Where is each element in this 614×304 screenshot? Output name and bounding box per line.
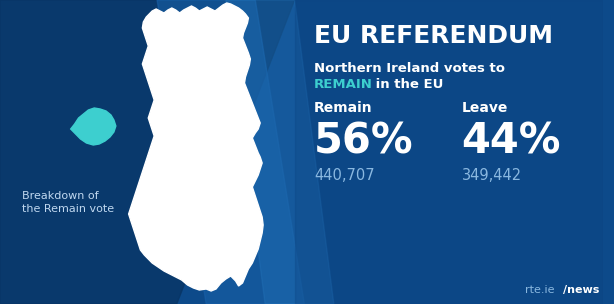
Text: 44%: 44% — [462, 121, 561, 163]
Text: in the EU: in the EU — [371, 78, 443, 91]
Text: 56%: 56% — [314, 121, 414, 163]
Text: EU REFERENDUM: EU REFERENDUM — [314, 24, 553, 48]
Polygon shape — [128, 3, 263, 291]
Text: REMAIN: REMAIN — [314, 78, 373, 91]
Text: Remain: Remain — [314, 101, 373, 115]
Text: Northern Ireland votes to: Northern Ireland votes to — [314, 61, 505, 74]
Text: 349,442: 349,442 — [462, 168, 521, 184]
Bar — [295, 0, 603, 304]
Polygon shape — [0, 0, 295, 304]
Polygon shape — [157, 0, 305, 304]
Text: rte.ie: rte.ie — [525, 285, 554, 295]
Polygon shape — [226, 0, 334, 304]
Text: the Remain vote: the Remain vote — [21, 204, 114, 214]
Polygon shape — [71, 108, 116, 145]
Text: /news: /news — [562, 285, 599, 295]
Text: Breakdown of: Breakdown of — [21, 191, 98, 201]
Text: Leave: Leave — [462, 101, 508, 115]
Text: 440,707: 440,707 — [314, 168, 375, 184]
